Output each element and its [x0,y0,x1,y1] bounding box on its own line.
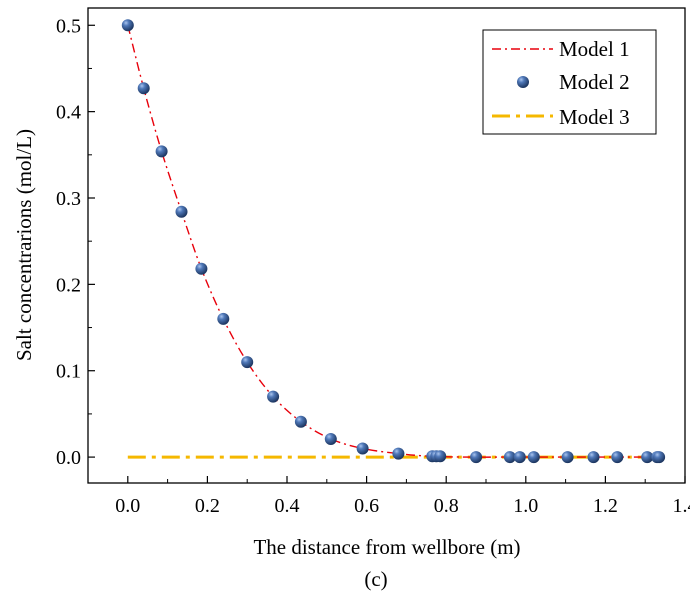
series-model-2-point [527,451,540,464]
y-tick-label: 0.1 [56,361,81,383]
series-model-2-point [175,205,188,218]
x-tick-label: 0.6 [354,495,379,517]
series-layer [121,19,666,464]
x-tick-label: 0.2 [195,495,220,517]
series-model-2-point [195,262,208,275]
x-tick-label: 1.2 [593,495,618,517]
legend-label-model-1: Model 1 [559,37,630,61]
y-tick-label: 0.0 [56,447,81,469]
y-axis-title: Salt concentrarions (mol/L) [12,129,36,361]
series-model-2-point [356,442,369,455]
series-model-2-point [434,450,447,463]
y-tick-label: 0.4 [56,102,81,124]
series-model-2-point [267,390,280,403]
series-model-2-point [513,451,526,464]
y-tick-label: 0.5 [56,15,81,37]
x-axis-title: The distance from wellbore (m) [253,535,520,559]
series-model-2-point [641,451,654,464]
series-model-2-point [503,451,516,464]
legend-swatch-model-2 [517,76,529,88]
series-model-2-point [137,82,150,95]
series-model-2-point [561,451,574,464]
series-model-2-point [470,451,483,464]
y-tick-label: 0.2 [56,274,81,296]
series-model-2-point [611,451,624,464]
plot-frame [87,7,686,484]
legend-label-model-3: Model 3 [559,105,630,129]
x-tick-label: 0.0 [115,495,140,517]
y-tick-label: 0.3 [56,188,81,210]
series-model-2-point [653,451,666,464]
x-tick-label: 0.4 [275,495,300,517]
legend: Model 1 Model 2 Model 3 [482,29,657,135]
legend-label-model-2: Model 2 [559,70,630,94]
x-tick-label: 0.8 [434,495,459,517]
series-model-2-point [241,356,254,369]
series-model-1-line [127,25,662,458]
series-model-2-point [121,19,134,32]
series-model-2-point [392,447,405,460]
series-model-2-point [587,451,600,464]
x-axis: 0.0 0.2 0.4 0.6 0.8 1.0 1.2 1.4 [115,476,690,517]
figure-caption: (c) [364,567,387,591]
x-tick-label: 1.4 [673,495,690,517]
y-axis: 0.0 0.1 0.2 0.3 0.4 0.5 [56,15,95,469]
series-model-2-point [324,433,337,445]
series-model-2-point [294,415,307,428]
legend-box [482,29,657,135]
series-model-2-point [155,145,168,158]
series-model-2-point [217,312,230,325]
x-tick-label: 1.0 [513,495,538,517]
